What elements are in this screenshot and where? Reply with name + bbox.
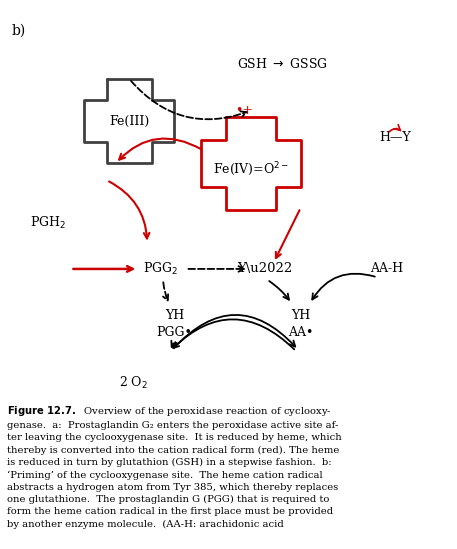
Text: AA-H: AA-H <box>370 262 403 276</box>
Text: $\bf{Figure\ 12.7.}$  Overview of the peroxidase reaction of cyclooxy-
genase.  : $\bf{Figure\ 12.7.}$ Overview of the per… <box>7 404 342 529</box>
Text: Fe(III): Fe(III) <box>109 115 149 127</box>
Text: 2 O$_2$: 2 O$_2$ <box>119 375 148 391</box>
Text: YH
AA•: YH AA• <box>288 309 314 339</box>
Text: Y\u2022: Y\u2022 <box>237 262 292 276</box>
Text: •+: •+ <box>235 104 253 117</box>
Text: Fe(IV)=O$^{2-}$: Fe(IV)=O$^{2-}$ <box>213 161 289 178</box>
Text: YH
PGG•: YH PGG• <box>156 309 192 339</box>
Text: H—Y: H—Y <box>380 131 411 144</box>
Text: PGH$_2$: PGH$_2$ <box>30 215 66 231</box>
Text: GSH $\rightarrow$ GSSG: GSH $\rightarrow$ GSSG <box>237 57 328 71</box>
Text: PGG$_2$: PGG$_2$ <box>143 261 178 277</box>
Text: b): b) <box>12 24 26 38</box>
